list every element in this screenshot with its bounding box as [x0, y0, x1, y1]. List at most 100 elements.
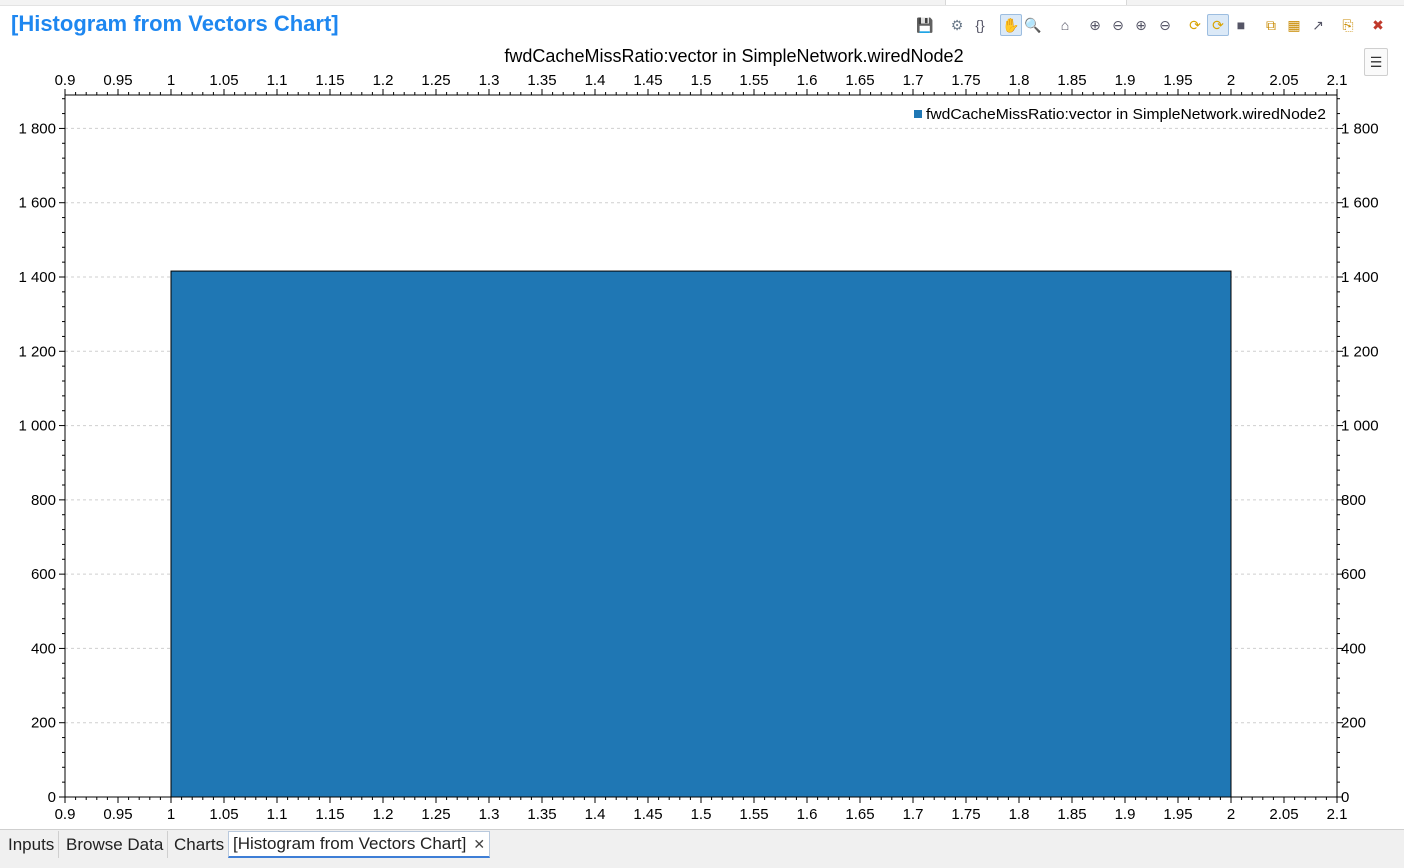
x-tick-label-bottom: 1.9	[1115, 806, 1136, 823]
x-tick-label-bottom: 1.85	[1057, 806, 1086, 823]
open-file-button[interactable]: ⎘	[1337, 14, 1359, 36]
x-tick-label-top: 1.75	[951, 72, 980, 89]
y-tick-label-left: 1 400	[18, 269, 56, 286]
braces-button[interactable]: {}	[969, 14, 991, 36]
top-tab-segment[interactable]	[945, 0, 1127, 5]
y-tick-label-right: 1 800	[1341, 120, 1379, 137]
x-tick-label-bottom: 2	[1227, 806, 1235, 823]
zoom-out-x-icon: ⊖	[1159, 16, 1171, 33]
y-tick-label-left: 1 200	[18, 343, 56, 360]
tab-histogram-from-vectors-chart[interactable]: [Histogram from Vectors Chart] ✕	[228, 831, 491, 858]
y-tick-label-left: 0	[48, 789, 56, 806]
y-tick-label-right: 400	[1341, 640, 1366, 657]
tab-charts[interactable]: Charts	[170, 831, 230, 858]
x-tick-label-top: 1.2	[373, 72, 394, 89]
chart-export-icon: ▦	[1287, 16, 1301, 33]
x-tick-label-bottom: 1.35	[527, 806, 556, 823]
tab-close-icon[interactable]: ✕	[473, 835, 486, 852]
x-tick-label-top: 1.05	[209, 72, 238, 89]
x-tick-label-top: 2.05	[1269, 72, 1298, 89]
gear-button[interactable]: ⚙	[946, 14, 968, 36]
page-title: [Histogram from Vectors Chart]	[11, 11, 339, 36]
x-tick-label-top: 1	[167, 72, 175, 89]
braces-icon: {}	[975, 17, 985, 33]
x-tick-label-top: 1.15	[315, 72, 344, 89]
zoom-in-both-icon: ⊕	[1089, 16, 1101, 33]
legend-entry-label: fwdCacheMissRatio:vector in SimpleNetwor…	[926, 106, 1326, 123]
x-tick-label-bottom: 1.65	[845, 806, 874, 823]
stop-button[interactable]: ■	[1230, 14, 1252, 36]
y-tick-label-right: 200	[1341, 715, 1366, 732]
export-image-button[interactable]: ↗	[1307, 14, 1329, 36]
x-tick-label-bottom: 1.4	[585, 806, 606, 823]
x-tick-label-bottom: 1.1	[267, 806, 288, 823]
x-tick-label-bottom: 1.55	[739, 806, 768, 823]
histogram-bar	[170, 270, 1232, 798]
y-tick-label-right: 1 200	[1341, 343, 1379, 360]
save-icon: 💾	[916, 16, 934, 33]
chart-export-button[interactable]: ▦	[1283, 14, 1305, 36]
y-tick-label-left: 400	[31, 640, 56, 657]
x-tick-label-bottom: 1.5	[691, 806, 712, 823]
x-tick-label-top: 1.55	[739, 72, 768, 89]
x-tick-label-top: 1.45	[633, 72, 662, 89]
tab-inputs[interactable]: Inputs	[4, 831, 60, 858]
y-tick-label-left: 800	[31, 492, 56, 509]
zoom-button[interactable]: 🔍	[1022, 14, 1044, 36]
x-tick-label-top: 1.25	[421, 72, 450, 89]
save-button[interactable]: 💾	[914, 14, 936, 36]
x-tick-label-bottom: 1.3	[479, 806, 500, 823]
tab-label: [Histogram from Vectors Chart]	[233, 834, 467, 853]
auto-refresh-icon: ⟳	[1212, 16, 1224, 33]
stop-icon: ■	[1236, 17, 1246, 33]
copy-button[interactable]: ⧉	[1260, 14, 1282, 36]
auto-refresh-button[interactable]: ⟳	[1207, 14, 1229, 36]
gear-icon: ⚙	[950, 16, 964, 33]
list-view-button[interactable]: ☰	[1364, 48, 1388, 76]
x-tick-label-top: 2	[1227, 72, 1235, 89]
x-tick-label-top: 1.6	[797, 72, 818, 89]
home-button[interactable]: ⌂	[1054, 14, 1076, 36]
refresh-button[interactable]: ⟳	[1184, 14, 1206, 36]
tab-label: Charts	[174, 834, 225, 854]
x-tick-label-bottom: 1.75	[951, 806, 980, 823]
pan-hand-icon: ✋	[1002, 16, 1020, 33]
x-tick-label-bottom: 1.05	[209, 806, 238, 823]
x-tick-label-bottom: 2.1	[1327, 806, 1348, 823]
y-tick-label-left: 1 800	[18, 120, 56, 137]
y-tick-label-right: 0	[1341, 789, 1349, 806]
x-tick-label-bottom: 1.7	[903, 806, 924, 823]
x-tick-label-bottom: 1.45	[633, 806, 662, 823]
legend-swatch	[914, 110, 922, 118]
x-tick-label-bottom: 0.95	[103, 806, 132, 823]
x-tick-label-top: 1.85	[1057, 72, 1086, 89]
x-tick-label-top: 0.9	[55, 72, 76, 89]
chart-title: fwdCacheMissRatio:vector in SimpleNetwor…	[504, 46, 963, 66]
y-tick-label-right: 1 400	[1341, 269, 1379, 286]
top-window-strip	[0, 0, 1404, 6]
histogram-chart[interactable]: 0.9 0.9 0.95 0.95 1 1 1.05 1.05 1.1 1.1 1.15 1.15 1.…	[0, 40, 1404, 830]
tab-label: Browse Data	[66, 834, 164, 854]
x-tick-label-bottom: 1.6	[797, 806, 818, 823]
x-tick-label-top: 2.1	[1327, 72, 1348, 89]
zoom-out-x-button[interactable]: ⊖	[1154, 14, 1176, 36]
x-tick-label-top: 1.35	[527, 72, 556, 89]
x-tick-label-top: 1.9	[1115, 72, 1136, 89]
y-tick-label-left: 600	[31, 566, 56, 583]
x-tick-label-bottom: 2.05	[1269, 806, 1298, 823]
zoom-in-x-icon: ⊕	[1135, 16, 1147, 33]
zoom-icon: 🔍	[1024, 16, 1042, 33]
y-tick-label-left: 1 600	[18, 195, 56, 212]
zoom-in-x-button[interactable]: ⊕	[1130, 14, 1152, 36]
export-image-icon: ↗	[1312, 16, 1324, 33]
close-button[interactable]: ✖	[1367, 14, 1389, 36]
pan-hand-button[interactable]: ✋	[1000, 14, 1022, 36]
zoom-out-both-icon: ⊖	[1112, 16, 1124, 33]
zoom-out-both-button[interactable]: ⊖	[1107, 14, 1129, 36]
tab-browse-data[interactable]: Browse Data	[62, 831, 169, 858]
zoom-in-both-button[interactable]: ⊕	[1084, 14, 1106, 36]
status-strip	[0, 858, 1404, 868]
x-tick-label-top: 1.4	[585, 72, 606, 89]
x-tick-label-top: 1.7	[903, 72, 924, 89]
list-icon: ☰	[1369, 53, 1383, 70]
